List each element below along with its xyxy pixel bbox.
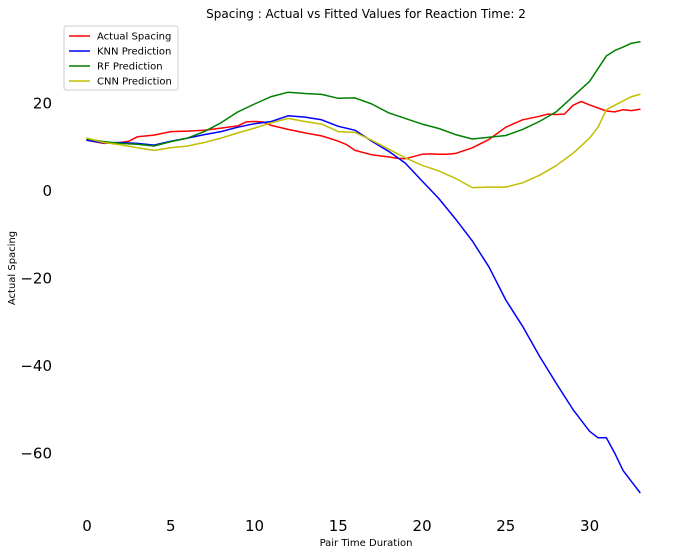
legend-box bbox=[63, 25, 179, 91]
series-layer bbox=[86, 41, 641, 494]
y-tick-label: 0 bbox=[42, 182, 52, 200]
y-tick-label: −20 bbox=[20, 270, 52, 288]
legend: Actual Spacing KNN Prediction RF Predictio… bbox=[63, 25, 179, 91]
x-axis-ticks: 0 5 10 15 20 25 30 bbox=[82, 517, 599, 535]
y-tick-label: −40 bbox=[20, 357, 52, 375]
series-line-3 bbox=[86, 93, 641, 189]
legend-label-0: Actual Spacing bbox=[97, 32, 171, 43]
chart-title: Spacing : Actual vs Fitted Values for Re… bbox=[206, 7, 526, 21]
y-tick-label: −60 bbox=[20, 445, 52, 463]
legend-label-1: KNN Prediction bbox=[97, 47, 171, 58]
legend-label-3: CNN Prediction bbox=[97, 77, 172, 88]
x-tick-label: 15 bbox=[329, 517, 348, 535]
y-axis-label: Actual Spacing bbox=[7, 231, 18, 305]
x-tick-label: 20 bbox=[413, 517, 432, 535]
series-line-2 bbox=[86, 41, 641, 147]
x-tick-label: 30 bbox=[580, 517, 599, 535]
x-tick-label: 5 bbox=[166, 517, 176, 535]
y-tick-label: 20 bbox=[33, 95, 52, 113]
x-tick-label: 0 bbox=[82, 517, 92, 535]
x-tick-label: 25 bbox=[496, 517, 515, 535]
legend-label-2: RF Prediction bbox=[97, 62, 163, 73]
x-axis-label: Pair Time Duration bbox=[320, 538, 413, 549]
series-line-0 bbox=[86, 100, 641, 160]
y-axis-ticks: −60 −40 −20 0 20 bbox=[20, 95, 52, 463]
series-line-1 bbox=[86, 115, 641, 494]
x-tick-label: 10 bbox=[245, 517, 264, 535]
